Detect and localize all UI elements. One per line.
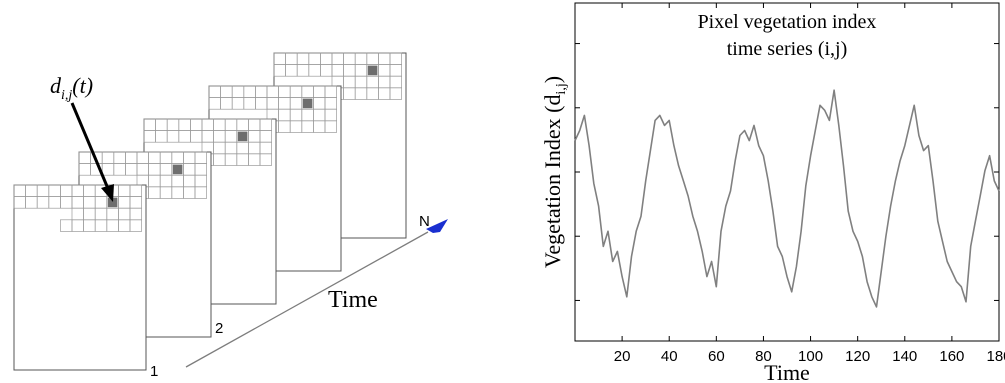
y-axis-label-close: ) — [540, 76, 565, 83]
x-tick-label: 60 — [708, 348, 725, 365]
frame-border — [13, 184, 147, 371]
plot-frame — [574, 2, 1000, 342]
line-chart: 20 40 60 80 100 120 140 160 180 Pixel vegetation… — [540, 2, 1005, 383]
time-axis-line — [185, 231, 429, 368]
x-axis-ticks: 20 40 60 80 100 120 140 160 180 — [614, 3, 1005, 365]
frame-label-2: 2 — [215, 320, 223, 337]
x-tick-label: 40 — [661, 348, 678, 365]
x-tick-label: 20 — [614, 348, 631, 365]
y-tick-marks — [575, 43, 999, 301]
grid-cell — [194, 186, 207, 199]
pixel-grid — [143, 118, 272, 166]
x-tick-label: 80 — [755, 348, 772, 365]
pixel-grid — [273, 52, 402, 100]
selected-pixel — [302, 98, 313, 109]
pixel-grid — [208, 85, 337, 133]
time-axis-arrowhead — [426, 219, 448, 233]
frame-label-n: N — [419, 213, 430, 230]
image-frame — [13, 184, 147, 371]
grid-cell — [129, 219, 142, 232]
x-tick-label: 180 — [986, 348, 1005, 365]
grid-cell — [324, 120, 337, 133]
pixel-label-argument: (t) — [72, 73, 93, 98]
time-axis-label: Time — [328, 287, 378, 313]
pixel-label: di,j(t) — [50, 73, 93, 103]
pixel-pointer-arrow — [70, 102, 111, 192]
x-tick-label: 100 — [798, 348, 823, 365]
grid-cell — [259, 153, 272, 166]
chart-title-line-2: time series (i,j) — [727, 38, 848, 60]
x-tick-label: 140 — [892, 348, 917, 365]
series-line-vegetation-index — [574, 89, 1000, 308]
grid-cell — [389, 87, 402, 100]
frame-label-1: 1 — [150, 363, 158, 380]
pixel-pointer-arrowhead — [101, 184, 114, 202]
y-axis-label-text: Vegetation Index (d — [540, 95, 565, 269]
selected-pixel — [172, 164, 183, 175]
selected-pixel — [107, 197, 118, 208]
x-tick-label: 120 — [845, 348, 870, 365]
y-axis-label-subscript: i,j — [554, 83, 569, 94]
selected-pixel — [367, 65, 378, 76]
chart-title-line-1: Pixel vegetation index — [698, 11, 877, 33]
y-axis-label: Vegetation Index (di,j) — [540, 76, 569, 268]
image-frame-stack — [13, 52, 407, 371]
selected-pixel — [237, 131, 248, 142]
x-tick-label: 160 — [939, 348, 964, 365]
pixel-label-subscript: i,j — [61, 88, 72, 103]
x-axis-label: Time — [764, 360, 810, 383]
pixel-label-symbol: d — [50, 73, 62, 98]
pixel-grid — [78, 151, 207, 199]
